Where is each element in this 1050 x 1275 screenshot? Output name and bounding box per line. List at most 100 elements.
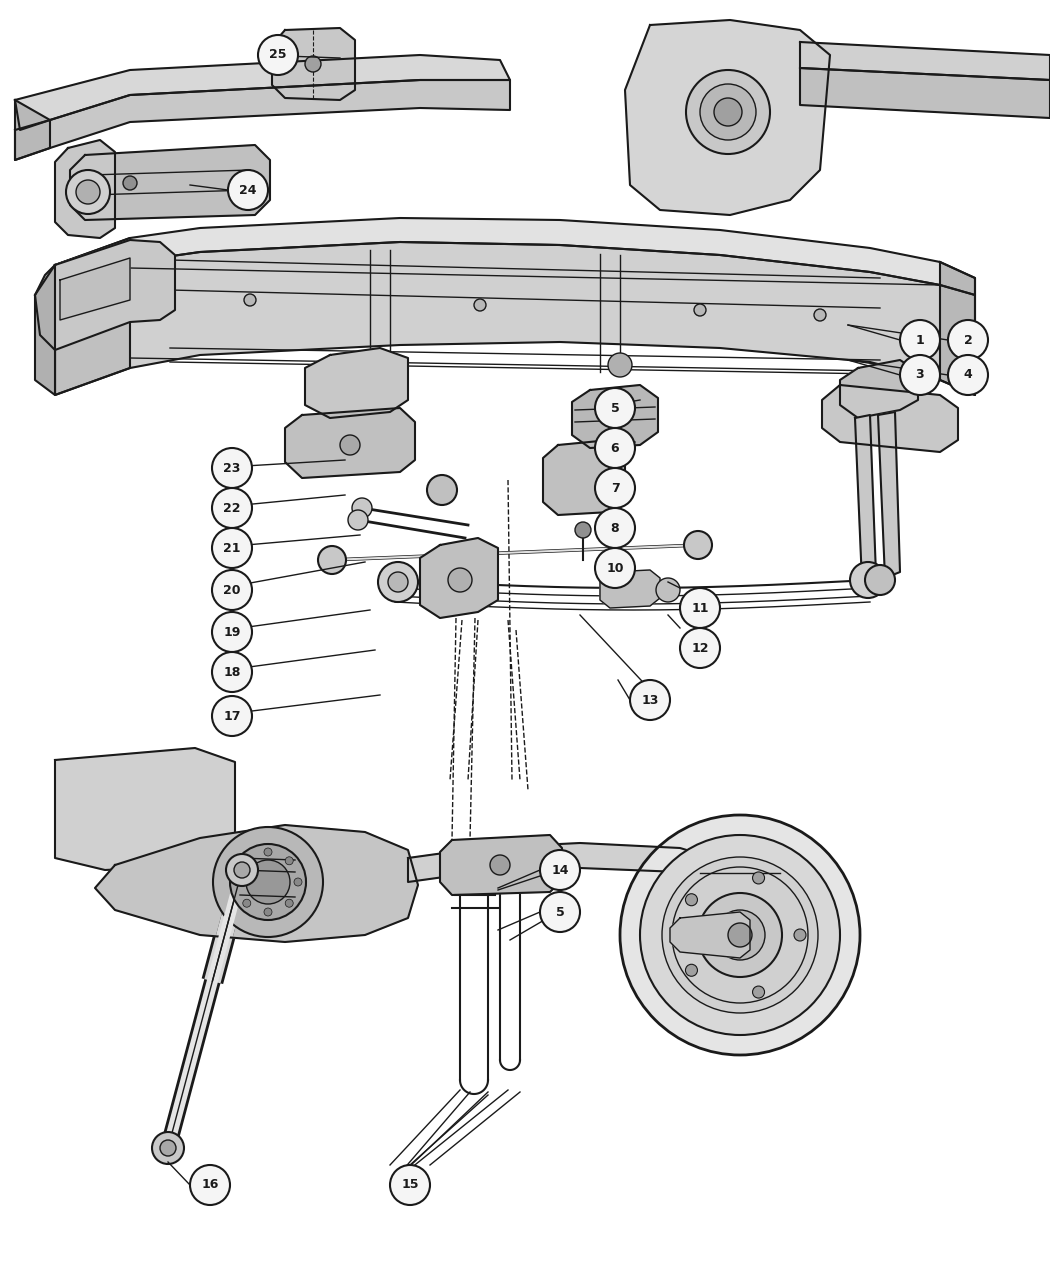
Text: 20: 20 (224, 584, 240, 597)
Text: 12: 12 (691, 641, 709, 654)
Circle shape (630, 680, 670, 720)
Polygon shape (440, 835, 562, 895)
Circle shape (753, 872, 764, 884)
Polygon shape (878, 412, 900, 578)
Circle shape (264, 908, 272, 915)
Circle shape (390, 1165, 430, 1205)
Polygon shape (670, 912, 750, 958)
Polygon shape (55, 140, 116, 238)
Circle shape (123, 176, 136, 190)
Circle shape (714, 98, 742, 126)
Polygon shape (55, 748, 235, 870)
Polygon shape (304, 348, 408, 418)
Circle shape (948, 320, 988, 360)
Circle shape (794, 929, 806, 941)
Circle shape (190, 1165, 230, 1205)
Circle shape (640, 835, 840, 1035)
Polygon shape (840, 360, 918, 418)
Circle shape (286, 899, 293, 908)
Circle shape (234, 862, 250, 878)
Text: 5: 5 (555, 905, 565, 918)
Circle shape (595, 548, 635, 588)
Polygon shape (60, 258, 130, 320)
Circle shape (340, 435, 360, 455)
Circle shape (608, 353, 632, 377)
Polygon shape (855, 414, 876, 581)
Circle shape (212, 528, 252, 567)
Circle shape (850, 562, 886, 598)
Text: 13: 13 (642, 694, 658, 706)
Circle shape (243, 857, 251, 864)
Text: 21: 21 (224, 542, 240, 555)
Polygon shape (800, 68, 1050, 119)
Circle shape (698, 892, 782, 977)
Circle shape (753, 986, 764, 998)
Text: 23: 23 (224, 462, 240, 474)
Polygon shape (600, 570, 660, 608)
Text: 3: 3 (916, 368, 924, 381)
Circle shape (304, 56, 321, 71)
Circle shape (865, 565, 895, 595)
Polygon shape (55, 242, 975, 395)
Text: 8: 8 (611, 521, 619, 534)
Circle shape (948, 354, 988, 395)
Polygon shape (15, 55, 510, 130)
Circle shape (427, 476, 457, 505)
Polygon shape (70, 145, 270, 221)
Circle shape (246, 861, 290, 904)
Circle shape (378, 562, 418, 602)
Polygon shape (272, 28, 355, 99)
Circle shape (620, 815, 860, 1054)
Circle shape (715, 910, 765, 960)
Circle shape (686, 894, 697, 905)
Polygon shape (285, 408, 415, 478)
Polygon shape (822, 385, 958, 453)
Circle shape (662, 857, 818, 1014)
Text: 24: 24 (239, 184, 257, 196)
Circle shape (230, 844, 306, 921)
Text: 16: 16 (202, 1178, 218, 1192)
Polygon shape (94, 825, 418, 942)
Text: 2: 2 (964, 334, 972, 347)
Circle shape (684, 530, 712, 558)
Circle shape (160, 1140, 176, 1156)
Polygon shape (420, 538, 498, 618)
Circle shape (294, 878, 302, 886)
Text: 18: 18 (224, 666, 240, 678)
Circle shape (76, 180, 100, 204)
Text: 4: 4 (964, 368, 972, 381)
Circle shape (212, 448, 252, 488)
Polygon shape (800, 42, 1050, 80)
Circle shape (212, 696, 252, 736)
Circle shape (152, 1132, 184, 1164)
Circle shape (900, 320, 940, 360)
Polygon shape (55, 218, 975, 295)
Polygon shape (35, 240, 175, 351)
Text: 25: 25 (269, 48, 287, 61)
Circle shape (234, 878, 242, 886)
Circle shape (212, 652, 252, 692)
Circle shape (258, 34, 298, 75)
Text: 15: 15 (401, 1178, 419, 1192)
Text: 1: 1 (916, 334, 924, 347)
Circle shape (474, 300, 486, 311)
Circle shape (348, 510, 368, 530)
Circle shape (213, 827, 323, 937)
Polygon shape (625, 20, 830, 215)
Circle shape (680, 629, 720, 668)
Circle shape (352, 499, 372, 518)
Circle shape (728, 923, 752, 947)
Circle shape (656, 578, 680, 602)
Circle shape (448, 567, 472, 592)
Text: 10: 10 (606, 561, 624, 575)
Circle shape (595, 388, 635, 428)
Circle shape (540, 850, 580, 890)
Circle shape (66, 170, 110, 214)
Circle shape (490, 856, 510, 875)
Text: 6: 6 (611, 441, 619, 454)
Circle shape (595, 507, 635, 548)
Circle shape (212, 612, 252, 652)
Circle shape (212, 570, 252, 609)
Text: 5: 5 (611, 402, 619, 414)
Circle shape (228, 170, 268, 210)
